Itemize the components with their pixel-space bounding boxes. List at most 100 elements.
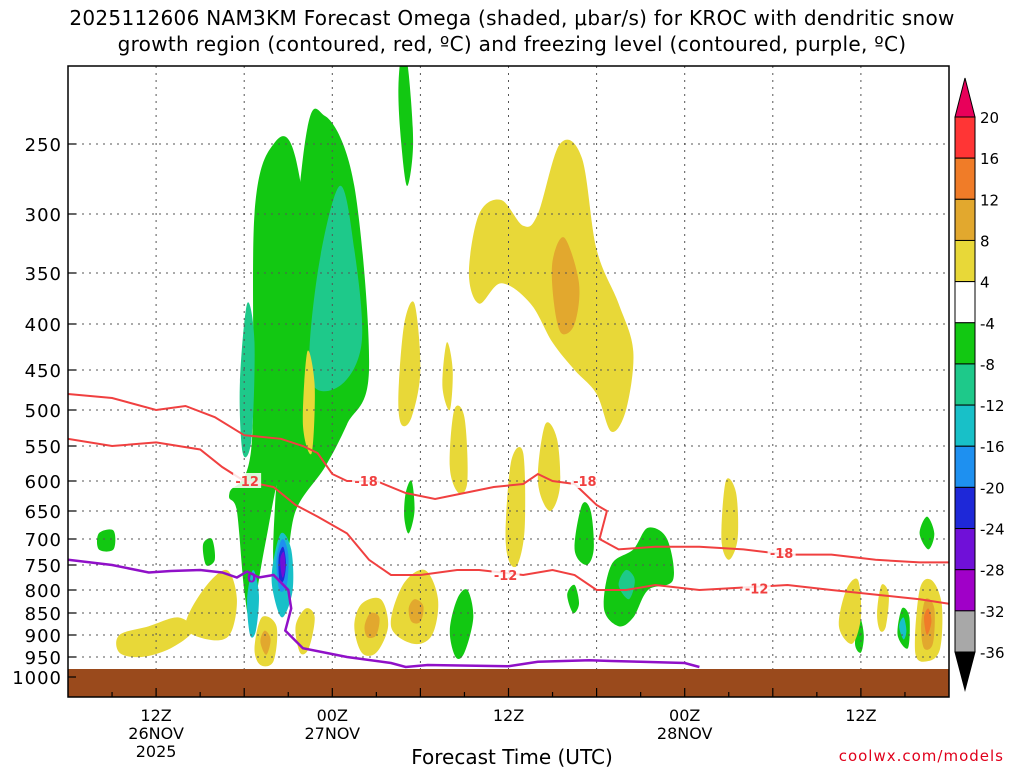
- dgz-contour-label: -18: [573, 475, 597, 490]
- y-tick-label: 400: [25, 315, 62, 336]
- omega-shading-layer: [97, 66, 943, 667]
- y-tick-label: 900: [25, 626, 62, 647]
- colorbar-label: -12: [980, 397, 1005, 415]
- omega-region--8: [919, 516, 935, 550]
- y-tick-label: 500: [25, 401, 62, 422]
- omega-region-8: [260, 630, 271, 655]
- omega-region-4: [302, 350, 315, 455]
- colorbar-label: -8: [980, 356, 995, 374]
- omega-region--12: [309, 185, 363, 392]
- y-tick-label: 1000: [12, 668, 62, 689]
- contour-layer: -12 -18 -18 -12 -12 -18 0: [68, 393, 949, 669]
- dgz-contour-label: -18: [770, 547, 794, 562]
- omega-region-8: [364, 612, 380, 639]
- y-tick-label: 550: [25, 437, 62, 458]
- y-tick-label: 850: [25, 604, 62, 625]
- credit-link[interactable]: coolwx.com/models: [838, 747, 1004, 765]
- x-tick-label: 00Z: [669, 706, 700, 725]
- colorbar-bin: [954, 528, 976, 571]
- colorbar-bin: [954, 157, 976, 200]
- colorbar-bin: [954, 281, 976, 324]
- x-tick-label: 26NOV: [128, 724, 184, 743]
- colorbar-bin: [954, 404, 976, 447]
- y-tick-label: 800: [25, 581, 62, 602]
- colorbar-label: -20: [980, 479, 1005, 497]
- contour-label-bg: [233, 473, 262, 488]
- contour-label-bg: [491, 567, 520, 582]
- x-tick-label: 00Z: [317, 706, 348, 725]
- dgz-contour-label: -12: [494, 569, 518, 584]
- omega-region--12: [618, 569, 635, 600]
- y-tick-label: 750: [25, 556, 62, 577]
- dgz-contour--18: [68, 393, 949, 564]
- colorbar: 20 16 12 8 4 -4 -8 -12 -16 -20 -24 -28 -32 -36: [954, 77, 1005, 692]
- omega-region--16: [899, 617, 907, 640]
- colorbar-label: -24: [980, 521, 1005, 539]
- omega-region--8: [449, 589, 474, 659]
- colorbar-bin: [954, 569, 976, 612]
- omega-region--8: [574, 502, 594, 565]
- omega-region--8: [567, 584, 580, 614]
- y-tick-label: 350: [25, 264, 62, 285]
- omega-region--8: [404, 480, 415, 534]
- y-tick-label: 600: [25, 472, 62, 493]
- x-tick-label: 28NOV: [657, 724, 713, 743]
- colorbar-label: -32: [980, 603, 1005, 621]
- x-tick-label: 12Z: [845, 706, 876, 725]
- chart-title-line2: growth region (contoured, red, ºC) and f…: [117, 32, 907, 56]
- omega-region-4: [295, 608, 315, 655]
- dgz-contour-label: -12: [745, 583, 769, 598]
- x-tick-label: 27NOV: [305, 724, 361, 743]
- omega-region--8: [202, 538, 216, 566]
- omega-region--8: [603, 527, 674, 627]
- axis-ticks: 2503003504004505005506006507007508008509…: [12, 135, 906, 761]
- colorbar-bin: [954, 363, 976, 406]
- grid-layer: [68, 66, 949, 697]
- omega-region--16: [247, 569, 259, 638]
- colorbar-top-arrow: [954, 77, 976, 118]
- colorbar-label: -16: [980, 438, 1005, 456]
- contour-label-bg: [767, 545, 796, 561]
- omega-region-8: [408, 599, 424, 624]
- y-tick-label: 250: [25, 135, 62, 156]
- x-tick-label: 12Z: [493, 706, 524, 725]
- omega-region-4: [877, 584, 889, 632]
- colorbar-label: 12: [980, 191, 999, 209]
- dgz-contour-label: -12: [235, 475, 259, 490]
- colorbar-bin: [954, 486, 976, 530]
- colorbar-bin: [954, 322, 976, 365]
- x-axis-label: Forecast Time (UTC): [411, 745, 613, 769]
- contour-label-bg: [742, 580, 771, 596]
- x-tick-label: 2025: [136, 742, 177, 761]
- x-tick-label: 12Z: [140, 706, 171, 725]
- colorbar-label: 4: [980, 274, 990, 292]
- colorbar-label: -4: [980, 315, 995, 333]
- omega-region-4: [185, 569, 237, 641]
- omega-region-4: [537, 422, 561, 512]
- colorbar-bottom-arrow: [954, 651, 976, 692]
- omega-region--8: [97, 529, 116, 552]
- omega-region--12: [239, 302, 255, 458]
- colorbar-bin: [954, 610, 976, 653]
- omega-region-4: [468, 139, 634, 433]
- omega-region-4: [398, 301, 421, 427]
- contour-label-bg: [570, 473, 599, 488]
- omega-region-8: [551, 237, 580, 335]
- y-tick-label: 700: [25, 530, 62, 551]
- colorbar-label: 20: [980, 109, 999, 127]
- y-tick-label: 300: [25, 205, 62, 226]
- colorbar-bin: [954, 116, 976, 159]
- omega-region-4: [838, 578, 862, 644]
- omega-region-12: [923, 608, 932, 636]
- colorbar-label: 16: [980, 150, 999, 168]
- colorbar-label: 8: [980, 232, 990, 250]
- omega-region-4: [442, 342, 453, 411]
- dgz-contour-label: -18: [354, 475, 378, 490]
- freezing-level-label: 0: [247, 572, 256, 587]
- omega-region-4: [505, 446, 526, 568]
- omega-region-4: [116, 617, 193, 658]
- chart-title-line1: 2025112606 NAM3KM Forecast Omega (shaded…: [69, 6, 955, 30]
- colorbar-bin: [954, 198, 976, 241]
- colorbar-bin: [954, 445, 976, 488]
